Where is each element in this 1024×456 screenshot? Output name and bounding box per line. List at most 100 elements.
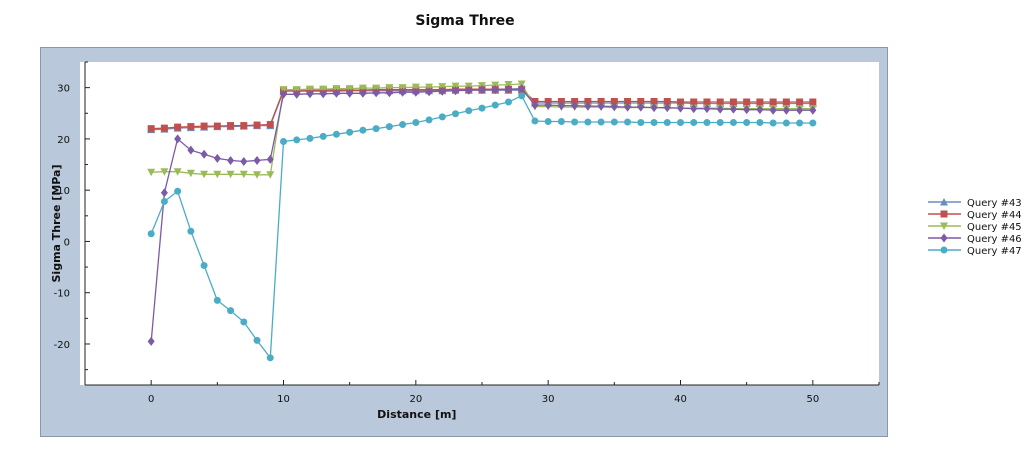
data-point <box>624 102 632 112</box>
data-point <box>584 97 592 105</box>
legend-label: Query #43 <box>967 198 1022 209</box>
data-point <box>677 98 684 106</box>
data-point <box>200 170 209 179</box>
data-point <box>240 122 248 130</box>
data-point <box>452 86 460 96</box>
data-point <box>610 118 618 126</box>
data-point <box>280 137 287 145</box>
data-point <box>703 104 711 114</box>
data-point <box>663 118 671 126</box>
data-point <box>253 121 261 129</box>
data-point <box>411 83 420 92</box>
data-point <box>465 85 473 95</box>
data-point <box>359 88 367 98</box>
data-point <box>809 98 817 106</box>
data-point <box>756 105 764 115</box>
data-point <box>253 336 261 344</box>
data-point <box>729 98 737 106</box>
data-point <box>796 119 804 127</box>
data-point <box>438 86 446 96</box>
legend-item[interactable]: Query #47 <box>928 246 1022 257</box>
data-point <box>187 227 195 235</box>
legend-item[interactable]: Query #45 <box>928 222 1022 233</box>
data-point <box>187 145 195 155</box>
legend-item[interactable]: Query #44 <box>928 210 1022 221</box>
legend-marker <box>940 246 948 254</box>
series-5 <box>147 92 817 362</box>
data-point <box>769 98 777 106</box>
data-point <box>690 98 698 106</box>
data-point <box>716 98 724 106</box>
data-point <box>306 89 314 99</box>
data-point <box>147 168 156 177</box>
data-point <box>160 168 169 176</box>
x-tick-label: 30 <box>542 394 555 405</box>
data-point <box>743 118 751 126</box>
data-point <box>280 89 287 99</box>
data-point <box>147 336 155 346</box>
data-point <box>452 110 460 118</box>
data-point <box>729 104 737 114</box>
y-tick-label: 30 <box>57 84 70 95</box>
data-point <box>782 119 790 127</box>
legend-marker <box>940 198 948 206</box>
data-point <box>637 102 645 112</box>
data-point <box>332 88 340 98</box>
data-point <box>557 117 565 125</box>
data-point <box>306 134 314 142</box>
data-point <box>703 118 711 126</box>
data-point <box>213 170 222 179</box>
y-axis-title: Sigma Three [MPa] <box>50 165 63 283</box>
data-point <box>227 155 235 165</box>
legend-item[interactable]: Query #43 <box>928 198 1022 209</box>
plot-area <box>80 62 879 385</box>
chart-title: Sigma Three <box>415 13 515 29</box>
data-point <box>756 98 764 106</box>
series-4 <box>147 84 817 346</box>
data-point <box>187 123 195 131</box>
data-point <box>571 118 579 126</box>
data-point <box>796 105 804 115</box>
data-point <box>465 107 473 115</box>
data-point <box>438 113 446 121</box>
data-point <box>399 87 407 97</box>
x-tick-label: 0 <box>148 394 154 405</box>
data-point <box>372 88 380 98</box>
legend-item[interactable]: Query #46 <box>928 233 1022 246</box>
data-point <box>557 101 565 111</box>
data-point <box>544 100 552 110</box>
data-point <box>293 89 301 99</box>
data-point <box>266 154 274 164</box>
data-point <box>491 101 499 109</box>
y-tick-label: 0 <box>64 237 70 248</box>
data-point <box>663 103 671 113</box>
data-point <box>293 136 301 144</box>
data-point <box>174 134 182 144</box>
data-point <box>531 100 539 110</box>
x-tick-label: 40 <box>674 394 687 405</box>
data-point <box>253 155 261 165</box>
y-tick-label: 20 <box>57 135 70 146</box>
data-point <box>385 84 394 92</box>
data-point <box>677 118 684 126</box>
data-point <box>266 121 274 129</box>
data-point <box>597 118 605 126</box>
data-point <box>504 84 512 94</box>
data-point <box>372 125 380 133</box>
data-point <box>624 97 632 105</box>
data-point <box>677 103 684 113</box>
data-point <box>690 118 698 126</box>
data-point <box>703 98 711 106</box>
data-point <box>743 98 751 106</box>
data-point <box>319 89 327 99</box>
data-point <box>478 104 486 112</box>
data-point <box>425 116 433 124</box>
data-point <box>584 118 592 126</box>
data-point <box>385 88 393 98</box>
y-tick-label: -20 <box>54 340 70 351</box>
data-point <box>716 104 724 114</box>
data-point <box>160 197 168 205</box>
data-point <box>200 149 208 159</box>
data-point <box>240 318 248 326</box>
